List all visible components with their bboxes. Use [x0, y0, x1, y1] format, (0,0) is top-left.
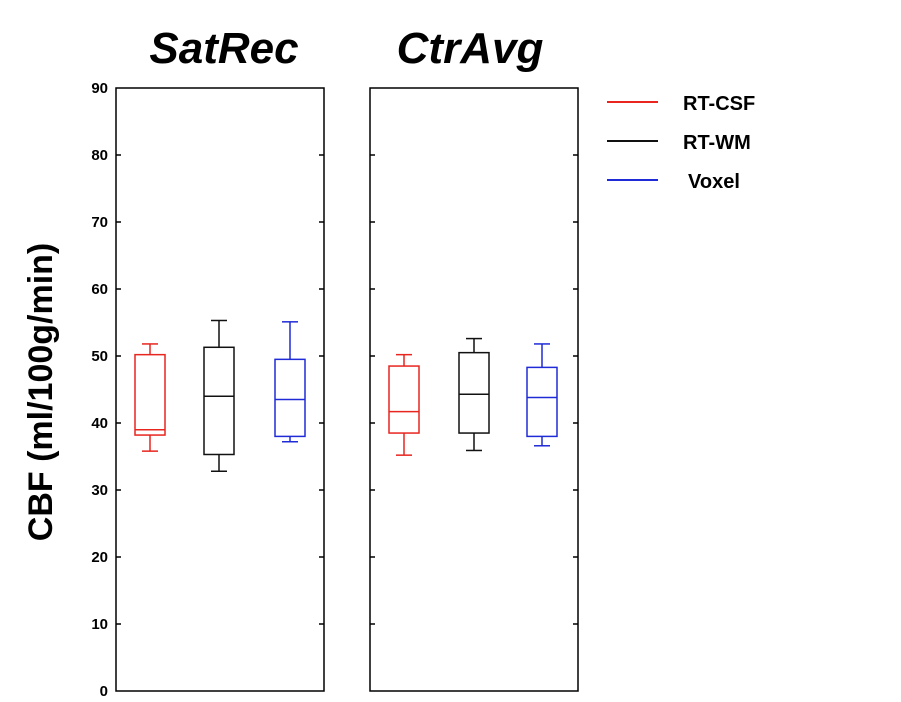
legend-label-rt-wm: RT-WM: [683, 132, 751, 154]
box-iqr: [134, 353, 166, 436]
panel-title-satrec: SatRec: [149, 24, 298, 73]
box-voxel: [526, 343, 558, 447]
panel-title-ctravg: CtrAvg: [397, 24, 544, 73]
panel-frame-ctravg: [369, 87, 579, 692]
y-tick-label: 80: [91, 147, 108, 164]
box-iqr: [526, 366, 558, 438]
y-axis-tick-labels: 0 10 20 30 40 50 60 70 80 90: [91, 80, 108, 700]
y-tick-label: 20: [91, 549, 108, 566]
y-axis-ticks: [116, 154, 578, 625]
box-iqr: [274, 358, 306, 438]
y-tick-label: 30: [91, 482, 108, 499]
legend-label-rt-csf: RT-CSF: [683, 93, 755, 115]
legend: RT-CSF RT-WM Voxel: [607, 93, 755, 193]
y-tick-label: 10: [91, 616, 108, 633]
y-tick-label: 50: [91, 348, 108, 365]
y-tick-label: 90: [91, 80, 108, 97]
panel-frame-satrec: [115, 87, 325, 692]
box-rt-wm: [203, 319, 235, 472]
y-tick-label: 40: [91, 415, 108, 432]
box-voxel: [274, 321, 306, 443]
y-tick-label: 0: [100, 683, 108, 700]
box-iqr: [388, 365, 420, 434]
y-axis-label: CBF (ml/100g/min): [22, 243, 60, 541]
box-rt-wm: [458, 337, 490, 452]
box-rt-csf: [388, 353, 420, 456]
box-iqr: [458, 351, 490, 434]
y-tick-label: 60: [91, 281, 108, 298]
box-iqr: [203, 346, 235, 456]
y-tick-label: 70: [91, 214, 108, 231]
box-series: [134, 319, 558, 472]
box-rt-csf: [134, 343, 166, 452]
legend-label-voxel: Voxel: [688, 171, 740, 193]
